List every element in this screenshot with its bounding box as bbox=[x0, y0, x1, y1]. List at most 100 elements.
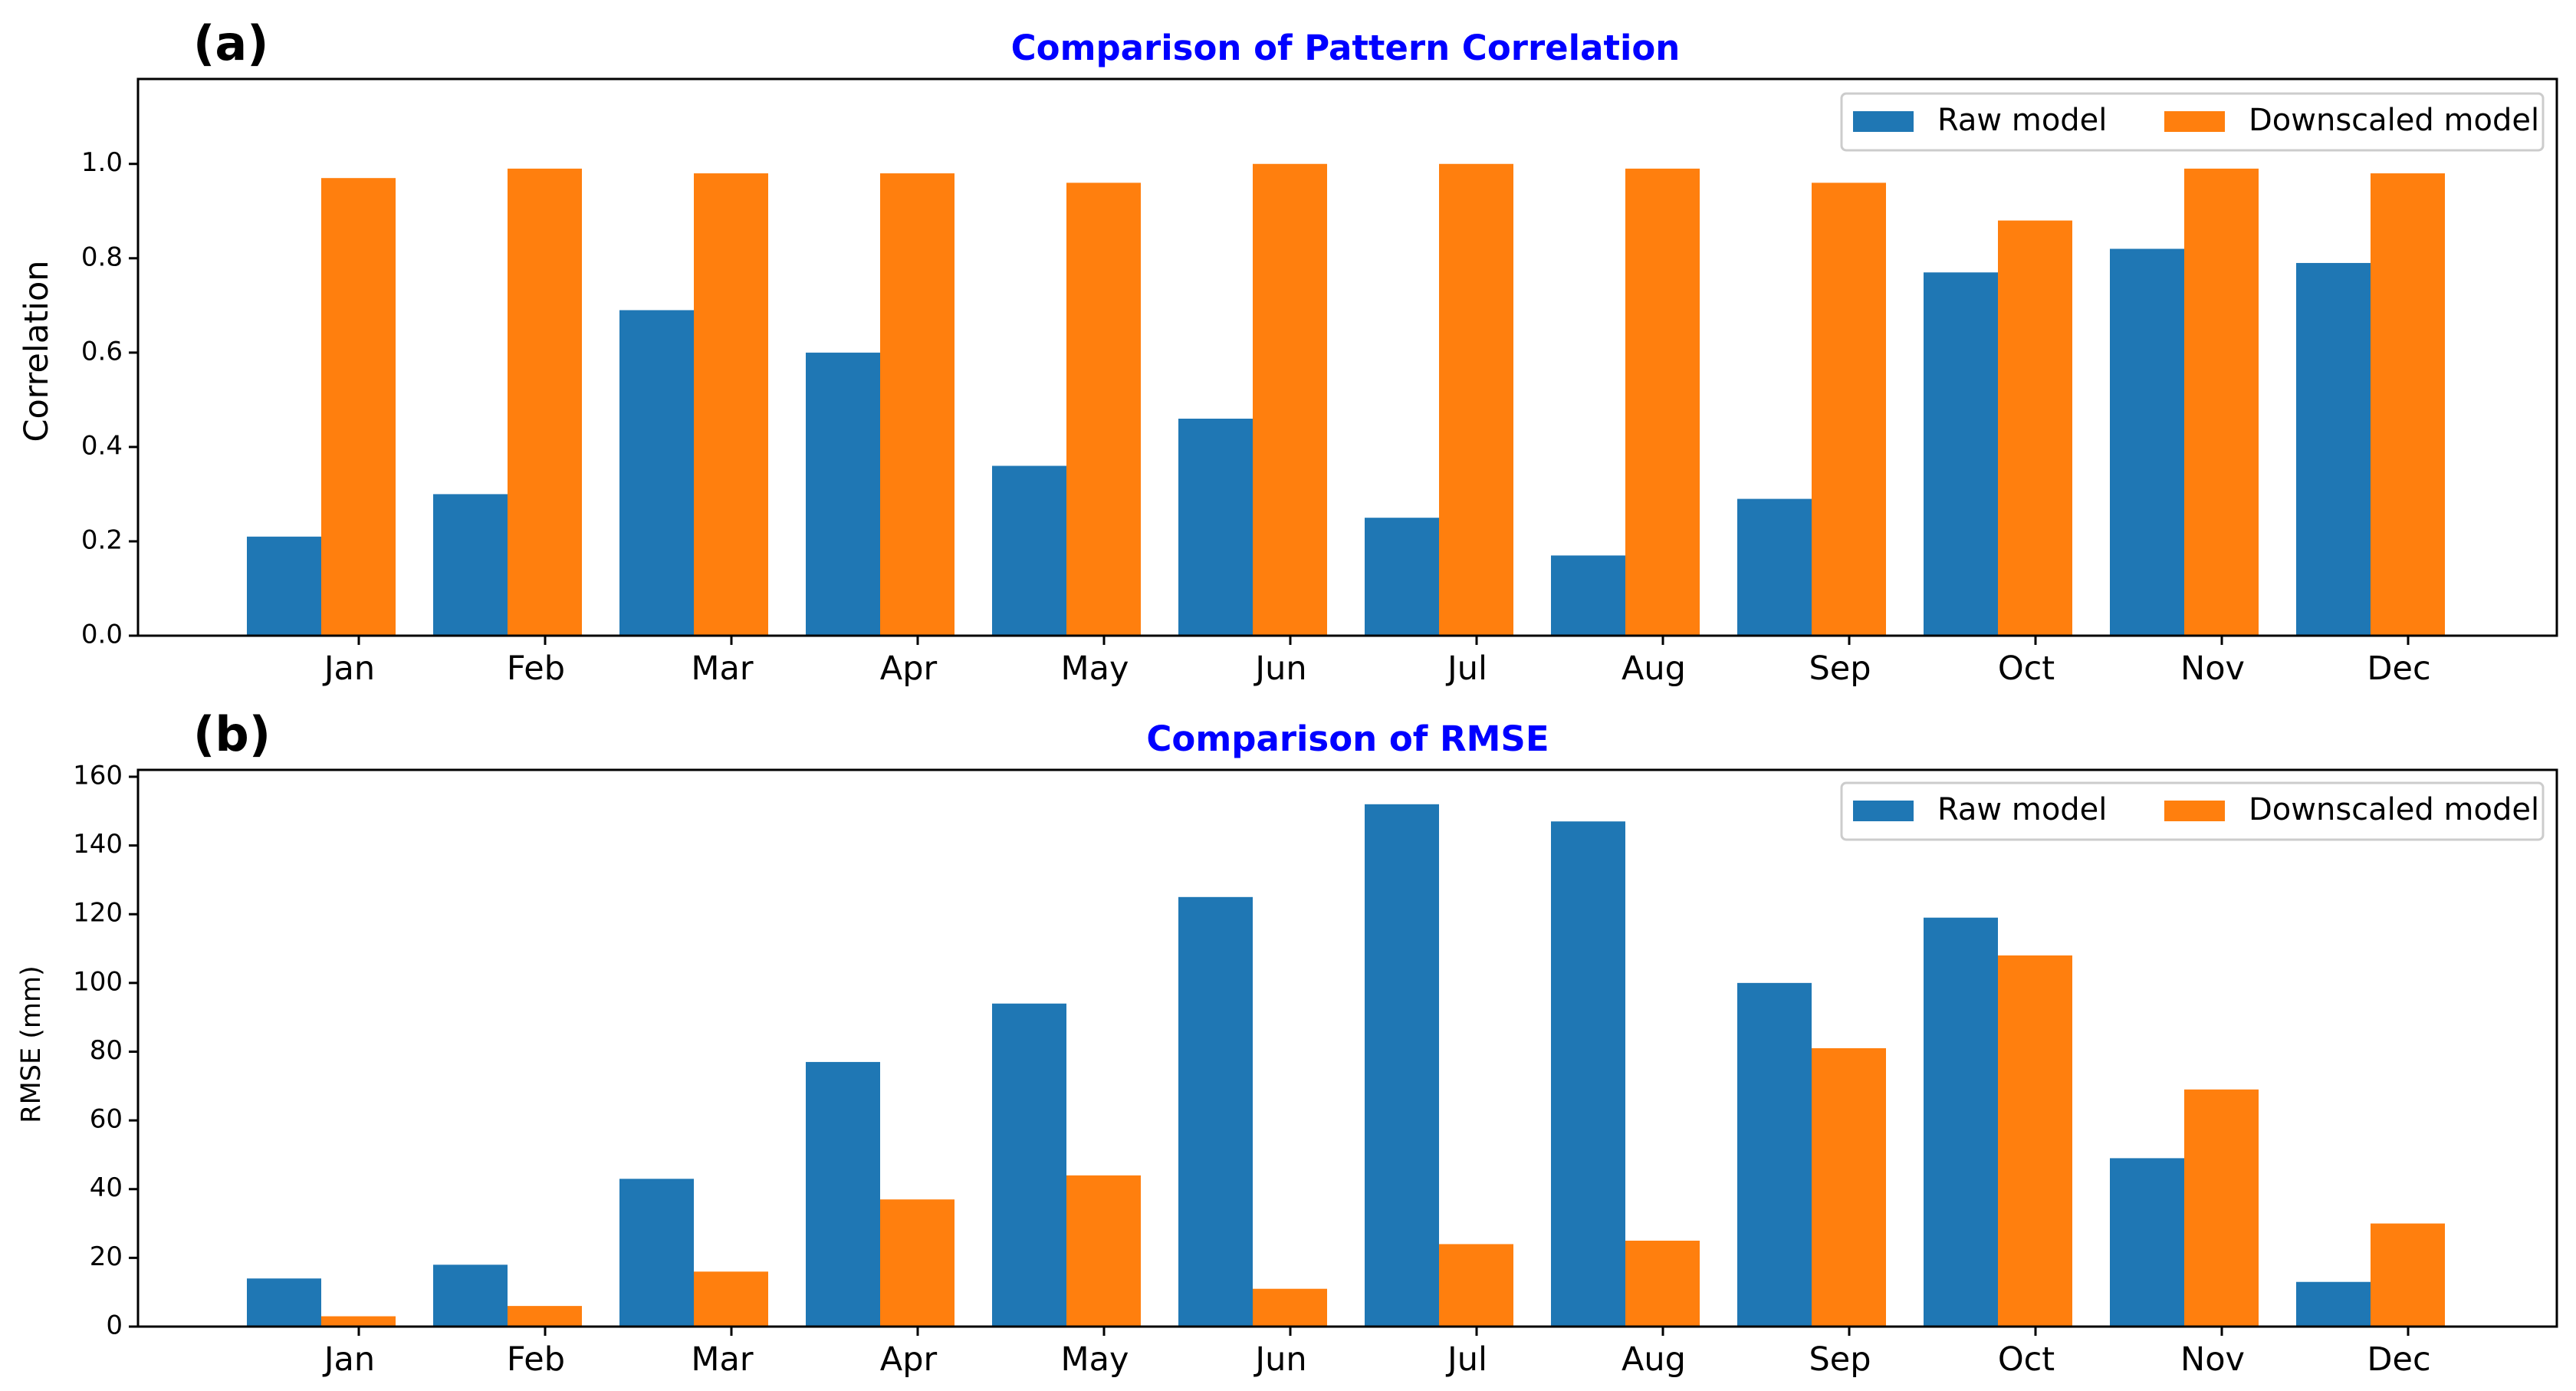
bar-downscaled-nov bbox=[2184, 168, 2259, 636]
x-tick-label-jan: Jan bbox=[322, 1340, 375, 1379]
y-tick-label: 0.0 bbox=[81, 620, 123, 650]
bar-downscaled-feb bbox=[508, 168, 582, 636]
y-tick-label: 60 bbox=[90, 1104, 123, 1135]
x-tick-label-feb: Feb bbox=[507, 649, 565, 688]
bar-raw-sep bbox=[1737, 982, 1812, 1327]
bar-raw-apr bbox=[806, 1061, 880, 1327]
legend-swatch-raw-a bbox=[1853, 111, 1914, 132]
x-tick-label-apr: Apr bbox=[880, 1340, 938, 1379]
bar-raw-nov bbox=[2110, 248, 2184, 636]
panel-label-a: (a) bbox=[193, 15, 269, 71]
bar-raw-may bbox=[992, 465, 1066, 636]
bar-downscaled-apr bbox=[880, 1199, 955, 1327]
legend-label-raw-a: Raw model bbox=[1937, 103, 2107, 138]
x-tick-label-jul: Jul bbox=[1445, 649, 1487, 688]
bar-raw-mar bbox=[619, 1179, 694, 1327]
x-tick-label-oct: Oct bbox=[1998, 1340, 2055, 1379]
bar-raw-aug bbox=[1551, 555, 1625, 636]
bar-downscaled-jul bbox=[1439, 1244, 1513, 1327]
bar-downscaled-sep bbox=[1812, 183, 1886, 636]
x-tick-label-feb: Feb bbox=[507, 1340, 565, 1379]
bar-downscaled-jun bbox=[1253, 163, 1327, 636]
x-tick-label-jun: Jun bbox=[1253, 649, 1306, 688]
x-tick-label-aug: Aug bbox=[1622, 1340, 1686, 1379]
bar-raw-apr bbox=[806, 352, 880, 636]
y-tick-label: 80 bbox=[90, 1035, 123, 1066]
bar-raw-jul bbox=[1365, 804, 1439, 1327]
y-tick-label: 0.8 bbox=[81, 242, 123, 272]
bar-downscaled-aug bbox=[1625, 1240, 1700, 1327]
bar-raw-dec bbox=[2296, 1281, 2371, 1327]
bar-raw-mar bbox=[619, 310, 694, 636]
y-tick-label: 40 bbox=[90, 1172, 123, 1203]
plot-area-a bbox=[136, 77, 2558, 637]
bar-raw-sep bbox=[1737, 498, 1812, 636]
x-tick-label-sep: Sep bbox=[1809, 649, 1871, 688]
x-tick-label-apr: Apr bbox=[880, 649, 938, 688]
x-tick-label-jul: Jul bbox=[1445, 1340, 1487, 1379]
legend-a: Raw model Downscaled model bbox=[1840, 92, 2545, 152]
bar-raw-aug bbox=[1551, 821, 1625, 1327]
bar-raw-jun bbox=[1178, 896, 1253, 1327]
y-axis-label-a: Correlation bbox=[18, 260, 56, 442]
bar-downscaled-sep bbox=[1812, 1048, 1886, 1327]
x-tick-label-mar: Mar bbox=[691, 649, 753, 688]
x-tick-label-may: May bbox=[1061, 649, 1129, 688]
bar-downscaled-aug bbox=[1625, 168, 1700, 636]
x-tick-label-may: May bbox=[1061, 1340, 1129, 1379]
y-tick-label: 0.4 bbox=[81, 430, 123, 461]
bar-raw-jan bbox=[247, 1278, 321, 1327]
legend-label-downscaled-a: Downscaled model bbox=[2249, 103, 2539, 138]
legend-swatch-raw-b bbox=[1853, 801, 1914, 821]
y-tick-label: 1.0 bbox=[81, 147, 123, 178]
legend-swatch-downscaled-a bbox=[2164, 111, 2225, 132]
bar-downscaled-dec bbox=[2371, 173, 2445, 636]
chart-title-b: Comparison of RMSE bbox=[1146, 719, 1549, 759]
bar-raw-oct bbox=[1924, 917, 1998, 1327]
panel-label-b: (b) bbox=[193, 706, 271, 762]
bar-raw-feb bbox=[433, 1264, 508, 1327]
x-tick-label-oct: Oct bbox=[1998, 649, 2055, 688]
x-tick-label-jan: Jan bbox=[322, 649, 375, 688]
x-tick-label-mar: Mar bbox=[691, 1340, 753, 1379]
legend-label-raw-b: Raw model bbox=[1937, 792, 2107, 827]
bar-downscaled-oct bbox=[1998, 220, 2072, 636]
bar-raw-jan bbox=[247, 536, 321, 636]
x-tick-label-dec: Dec bbox=[2367, 649, 2430, 688]
bar-downscaled-dec bbox=[2371, 1223, 2445, 1327]
bar-downscaled-feb bbox=[508, 1306, 582, 1327]
y-axis-label-b: RMSE (mm) bbox=[16, 965, 47, 1123]
plot-area-b bbox=[136, 768, 2558, 1328]
legend-b: Raw model Downscaled model bbox=[1840, 781, 2545, 841]
bar-downscaled-oct bbox=[1998, 955, 2072, 1327]
bar-raw-oct bbox=[1924, 272, 1998, 636]
bar-raw-feb bbox=[433, 494, 508, 636]
x-tick-label-nov: Nov bbox=[2180, 1340, 2245, 1379]
bar-downscaled-apr bbox=[880, 173, 955, 636]
legend-label-downscaled-b: Downscaled model bbox=[2249, 792, 2539, 827]
y-tick-label: 0.6 bbox=[81, 336, 123, 367]
chart-panel-b: (b) Comparison of RMSE RMSE (mm) 0 20 40 60… bbox=[16, 706, 2558, 1379]
y-tick-label: 160 bbox=[73, 760, 123, 791]
x-tick-label-sep: Sep bbox=[1809, 1340, 1871, 1379]
bar-downscaled-mar bbox=[694, 1271, 768, 1327]
y-tick-label: 0 bbox=[106, 1310, 123, 1341]
bar-downscaled-jan bbox=[321, 1316, 396, 1327]
bar-raw-nov bbox=[2110, 1158, 2184, 1327]
x-tick-label-jun: Jun bbox=[1253, 1340, 1306, 1379]
y-tick-label: 120 bbox=[73, 898, 123, 929]
bar-downscaled-nov bbox=[2184, 1089, 2259, 1327]
bar-downscaled-may bbox=[1066, 183, 1141, 636]
bar-raw-jun bbox=[1178, 418, 1253, 636]
bar-downscaled-jun bbox=[1253, 1288, 1327, 1327]
x-tick-label-aug: Aug bbox=[1622, 649, 1686, 688]
y-tick-label: 100 bbox=[73, 966, 123, 997]
bar-downscaled-mar bbox=[694, 173, 768, 636]
bar-raw-jul bbox=[1365, 518, 1439, 636]
bar-downscaled-jan bbox=[321, 178, 396, 636]
chart-panel-a: (a) Comparison of Pattern Correlation Co… bbox=[18, 15, 2558, 688]
bar-downscaled-may bbox=[1066, 1175, 1141, 1327]
y-tick-label: 20 bbox=[90, 1241, 123, 1272]
y-tick-label: 140 bbox=[73, 829, 123, 860]
